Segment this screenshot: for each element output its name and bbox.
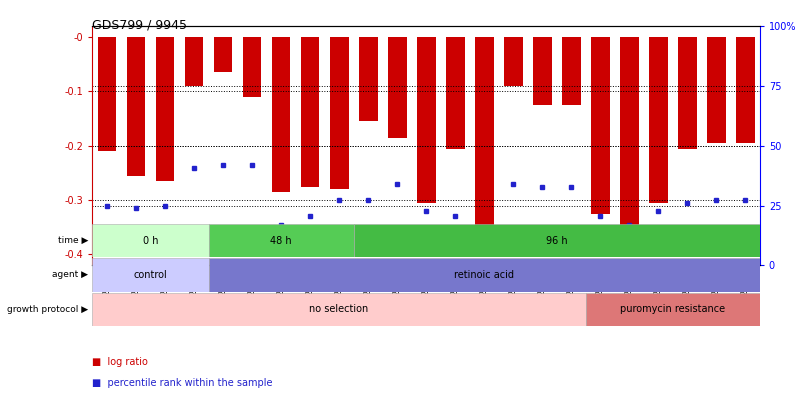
Bar xyxy=(208,258,759,292)
Bar xyxy=(590,37,609,214)
Text: puromycin resistance: puromycin resistance xyxy=(619,305,724,314)
Bar xyxy=(503,37,522,86)
Bar xyxy=(648,37,666,203)
Bar xyxy=(214,37,232,72)
Bar xyxy=(97,37,116,151)
Text: GDS799 / 9945: GDS799 / 9945 xyxy=(92,18,187,31)
Bar xyxy=(208,224,353,257)
Text: retinoic acid: retinoic acid xyxy=(454,270,513,280)
Text: agent ▶: agent ▶ xyxy=(52,271,88,279)
Bar xyxy=(155,37,174,181)
Bar xyxy=(416,37,435,203)
Text: time ▶: time ▶ xyxy=(58,236,88,245)
Text: ■  percentile rank within the sample: ■ percentile rank within the sample xyxy=(92,378,273,388)
Bar xyxy=(706,37,725,143)
Bar xyxy=(92,258,208,292)
Bar xyxy=(474,37,493,241)
Text: ■  log ratio: ■ log ratio xyxy=(92,358,148,367)
Bar xyxy=(387,37,406,138)
Bar xyxy=(619,37,638,230)
Bar xyxy=(243,37,261,97)
Text: 0 h: 0 h xyxy=(143,236,158,245)
Bar xyxy=(353,224,759,257)
Bar xyxy=(329,37,348,189)
Text: no selection: no selection xyxy=(309,305,369,314)
Bar xyxy=(561,37,580,105)
Bar xyxy=(735,37,754,143)
Bar xyxy=(92,293,585,326)
Bar xyxy=(585,293,759,326)
Bar xyxy=(300,37,319,187)
Bar xyxy=(185,37,203,86)
Bar xyxy=(92,224,208,257)
Text: 96 h: 96 h xyxy=(545,236,567,245)
Bar xyxy=(271,37,290,192)
Bar xyxy=(445,37,464,149)
Bar xyxy=(677,37,696,149)
Bar xyxy=(532,37,551,105)
Text: growth protocol ▶: growth protocol ▶ xyxy=(7,305,88,314)
Text: 48 h: 48 h xyxy=(270,236,291,245)
Bar xyxy=(126,37,145,176)
Bar xyxy=(358,37,377,122)
Text: control: control xyxy=(133,270,167,280)
